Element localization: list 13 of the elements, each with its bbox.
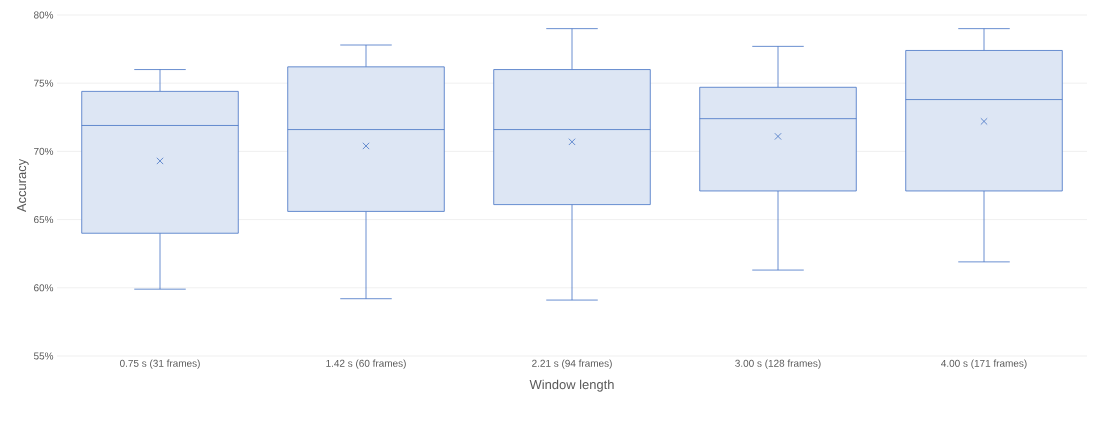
y-tick-label: 60% [34,284,54,292]
y-tick-label: 70% [34,147,54,155]
y-tick-label: 80% [33,11,54,19]
y-tick-label: 75% [34,79,54,87]
y-axis-title: Accuracy [17,158,29,213]
x-tick-label: 2.21 s (94 frames) [532,359,612,369]
x-tick-label: 3.00 s (128 frames) [735,359,821,369]
x-axis-title: Window length [529,379,614,392]
x-tick-label: 1.42 s (60 frames) [326,359,406,369]
x-tick-label: 0.75 s (31 frames) [119,359,200,369]
y-tick-label: 55% [33,352,54,360]
x-tick-label: 4.00 s (171 frames) [941,359,1027,369]
y-tick-label: 65% [34,216,54,224]
